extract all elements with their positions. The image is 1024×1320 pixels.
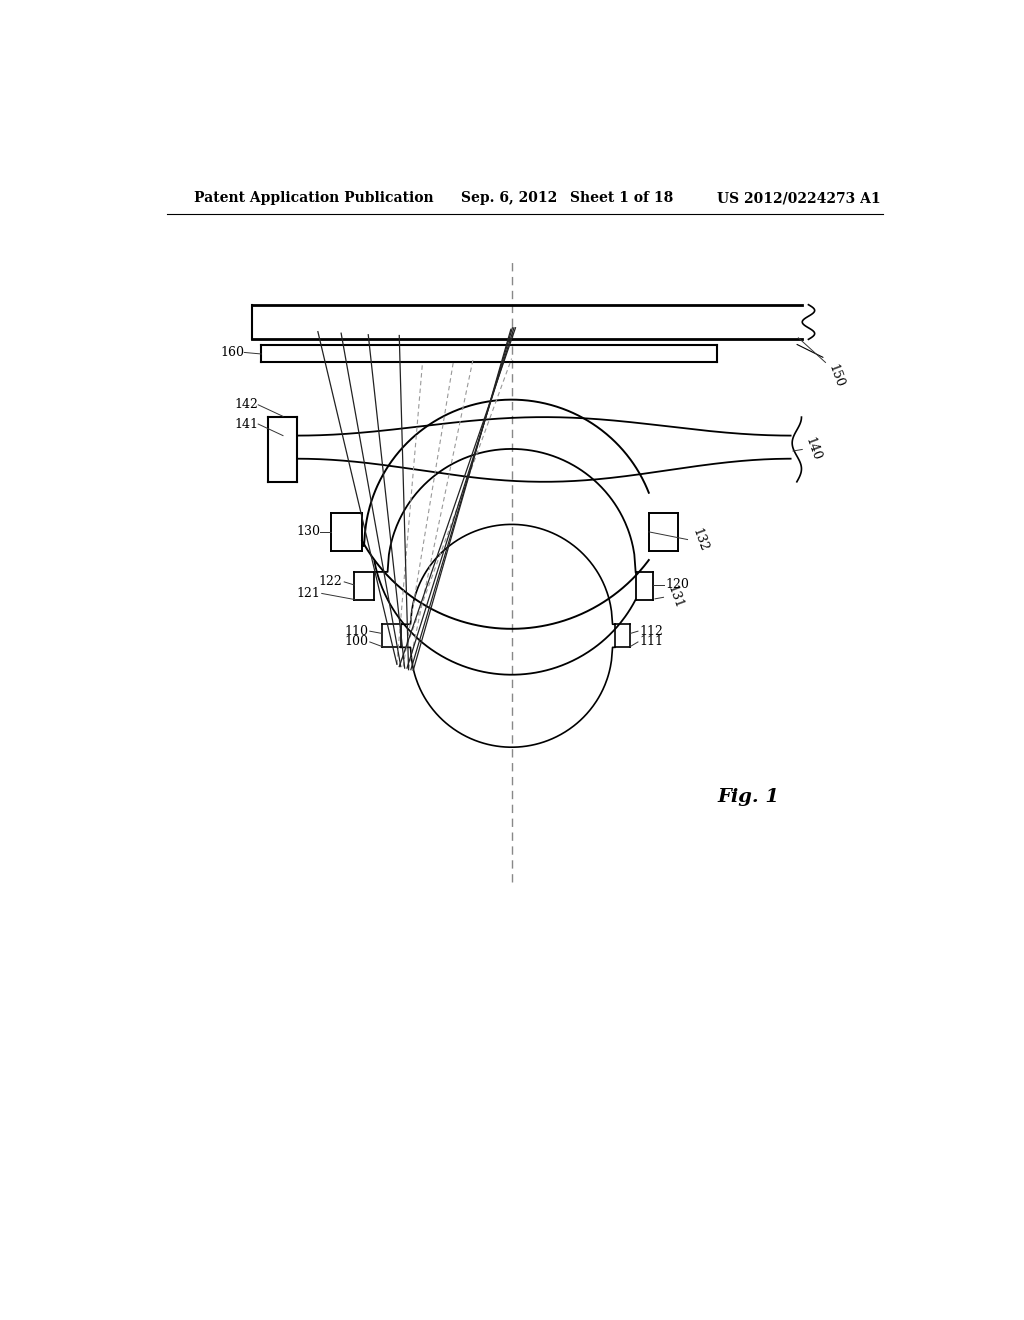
Text: US 2012/0224273 A1: US 2012/0224273 A1 <box>717 191 881 206</box>
Text: 100: 100 <box>344 635 369 648</box>
Text: 132: 132 <box>690 527 711 553</box>
Text: Patent Application Publication: Patent Application Publication <box>194 191 433 206</box>
Text: Sep. 6, 2012: Sep. 6, 2012 <box>461 191 557 206</box>
Text: 142: 142 <box>234 399 258 412</box>
Text: 141: 141 <box>234 417 258 430</box>
Text: Sheet 1 of 18: Sheet 1 of 18 <box>569 191 673 206</box>
Text: 121: 121 <box>296 587 321 601</box>
Text: 140: 140 <box>802 436 822 463</box>
Text: 131: 131 <box>665 583 685 611</box>
Text: 160: 160 <box>220 346 245 359</box>
Text: 111: 111 <box>640 635 664 648</box>
Text: 112: 112 <box>640 624 664 638</box>
Text: 110: 110 <box>344 624 369 638</box>
Text: Fig. 1: Fig. 1 <box>717 788 779 807</box>
Text: 150: 150 <box>825 363 846 389</box>
Text: 122: 122 <box>318 576 343 589</box>
Text: 130: 130 <box>296 525 321 539</box>
Text: 120: 120 <box>665 578 689 591</box>
